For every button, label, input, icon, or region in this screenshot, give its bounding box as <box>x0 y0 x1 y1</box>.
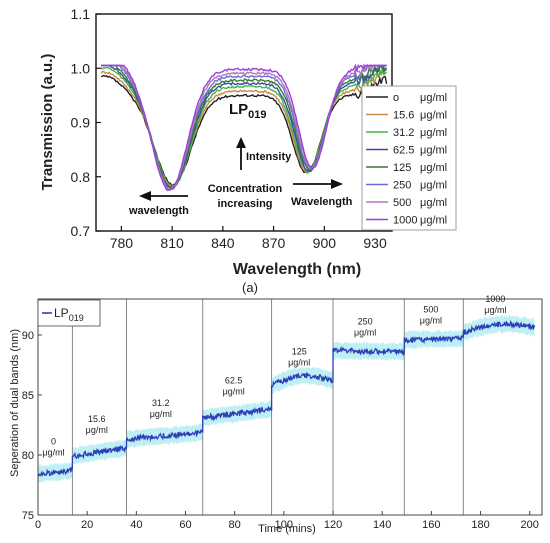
segment-unit: μg/ml <box>288 358 310 368</box>
legend-unit: μg/ml <box>420 197 447 209</box>
legend-unit: μg/ml <box>420 162 447 174</box>
x-tick-label: 180 <box>471 519 489 531</box>
legend-value: 31.2 <box>393 127 414 139</box>
x-tick-label: 60 <box>179 519 191 531</box>
left-wavelength-arrow <box>139 191 188 201</box>
legend-unit: μg/ml <box>420 92 447 104</box>
segment-value: 250 <box>358 317 373 327</box>
y-tick-label: 1.1 <box>71 6 91 22</box>
segment-value: 125 <box>292 347 307 357</box>
segment-unit: μg/ml <box>484 305 506 315</box>
x-tick-label: 140 <box>373 519 391 531</box>
series-line-1000 <box>101 63 387 192</box>
legend-box <box>361 85 457 231</box>
x-tick-label: 120 <box>324 519 342 531</box>
noise-band <box>38 314 535 484</box>
segment-unit: μg/ml <box>42 448 64 458</box>
x-tick-label: 200 <box>521 519 539 531</box>
legend-unit: μg/ml <box>420 145 447 157</box>
legend-value: 15.6 <box>393 110 414 122</box>
x-axis-title-bottom: Time (mins) <box>258 523 316 535</box>
legend-label-bottom: LP019 <box>54 306 84 323</box>
series-line-o <box>101 74 388 187</box>
segment-value: 0 <box>51 437 56 447</box>
x-tick-labels: 780 810 840 870 900 930 <box>110 226 387 251</box>
legend-unit: μg/ml <box>420 110 447 122</box>
legend-value: 1000 <box>393 215 417 227</box>
segment-unit: μg/ml <box>223 386 245 396</box>
legend-value: 125 <box>393 162 411 174</box>
segment-value: 62.5 <box>225 375 243 385</box>
segment-unit: μg/ml <box>86 425 108 435</box>
x-axis-title: Wavelength (nm) <box>233 261 361 278</box>
intensity-label: Intensity <box>246 151 292 163</box>
segment-value: 500 <box>423 305 438 315</box>
transmission-chart: 780 810 840 870 900 930 0.7 0.8 0.9 1.0 1.1 Wavel… <box>39 6 457 295</box>
right-wavelength-arrow <box>293 179 343 189</box>
legend-value: 62.5 <box>393 145 414 157</box>
increasing-label: increasing <box>217 198 272 210</box>
x-tick-label: 20 <box>81 519 93 531</box>
legend: o μg/ml 15.6 μg/ml 31.2 μg/ml 62.5 μg/ml 125 μg/m… <box>361 85 457 231</box>
x-tick-label: 840 <box>211 235 235 251</box>
x-tick-label: 900 <box>313 235 337 251</box>
y-tick-label: 0.9 <box>71 115 91 131</box>
separation-series <box>37 320 536 477</box>
segment-unit: μg/ml <box>354 328 376 338</box>
noise-band-area <box>38 314 535 484</box>
concentration-label: Concentration <box>208 183 283 195</box>
x-tick-label: 780 <box>110 235 134 251</box>
transmission-curves <box>100 63 388 192</box>
segment-unit: μg/ml <box>150 409 172 419</box>
segment-value: 15.6 <box>88 414 106 424</box>
x-tick-labels-bottom: 0 20 40 60 80 100 120 140 160 180 200 <box>35 511 539 531</box>
intensity-arrow <box>236 137 246 170</box>
segment-value: 31.2 <box>152 398 170 408</box>
separation-line <box>37 320 536 477</box>
series-line-31.2 <box>100 66 387 190</box>
plot-frame-bottom <box>37 298 543 516</box>
segment-unit: μg/ml <box>420 316 442 326</box>
legend-value: 500 <box>393 197 411 209</box>
y-tick-labels: 0.7 0.8 0.9 1.0 1.1 <box>71 6 101 239</box>
series-line-15.6 <box>100 69 388 188</box>
y-tick-labels-bottom: 75 80 85 90 <box>22 330 42 522</box>
x-tick-label: 0 <box>35 519 41 531</box>
x-tick-label: 930 <box>363 235 387 251</box>
legend-unit: μg/ml <box>420 180 447 192</box>
y-axis-title: Transmission (a.u.) <box>39 54 56 191</box>
x-tick-label: 40 <box>130 519 142 531</box>
concentration-labels: 0μg/ml15.6μg/ml31.2μg/ml62.5μg/ml125μg/m… <box>42 294 506 458</box>
y-tick-label: 1.0 <box>71 60 91 76</box>
y-tick-label: 80 <box>22 450 34 462</box>
x-tick-label: 100 <box>275 519 293 531</box>
panel-caption: (a) <box>242 280 258 295</box>
legend-value: o <box>393 92 399 104</box>
right-wavelength-label: Wavelength <box>291 196 353 208</box>
y-tick-label: 75 <box>22 510 34 522</box>
x-tick-label: 160 <box>422 519 440 531</box>
y-axis-title-bottom: Seperation of dual bands (nm) <box>9 329 21 477</box>
y-tick-label: 0.8 <box>71 169 91 185</box>
mode-label: LP019 <box>229 101 267 121</box>
y-tick-label: 0.7 <box>71 223 91 239</box>
y-tick-label: 90 <box>22 330 34 342</box>
legend-unit: μg/ml <box>420 127 447 139</box>
segment-value: 1000 <box>485 294 505 304</box>
legend-bottom: LP019 <box>37 299 101 327</box>
x-tick-label: 810 <box>160 235 184 251</box>
legend-unit: μg/ml <box>420 215 447 227</box>
legend-value: 250 <box>393 180 411 192</box>
x-tick-label: 80 <box>229 519 241 531</box>
left-wavelength-label: wavelength <box>128 205 189 217</box>
y-tick-label: 85 <box>22 390 34 402</box>
x-tick-label: 870 <box>262 235 286 251</box>
